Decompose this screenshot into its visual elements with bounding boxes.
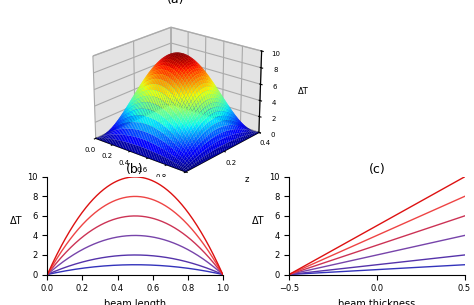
Y-axis label: z: z — [245, 175, 249, 185]
Y-axis label: ΔT: ΔT — [252, 216, 264, 226]
Title: (b): (b) — [126, 163, 144, 176]
Title: (a): (a) — [167, 0, 184, 6]
X-axis label: x: x — [117, 181, 121, 190]
X-axis label: beam thickness: beam thickness — [338, 299, 415, 305]
Y-axis label: ΔT: ΔT — [10, 216, 22, 226]
Title: (c): (c) — [368, 163, 385, 176]
X-axis label: beam length: beam length — [104, 299, 166, 305]
